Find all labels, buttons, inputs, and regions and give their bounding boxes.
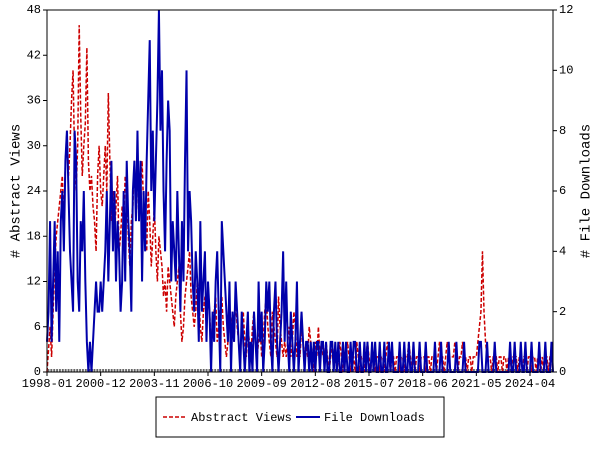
- x-tick-label: 2009-09: [236, 377, 286, 391]
- y-tick-label: 42: [27, 48, 41, 62]
- legend-label: Abstract Views: [191, 411, 292, 425]
- y-tick-label: 6: [34, 320, 41, 334]
- y-tick-label: 0: [34, 365, 41, 379]
- y-tick-label: 30: [27, 139, 41, 153]
- y-tick-label: 48: [27, 3, 41, 17]
- y-tick-label: 18: [27, 229, 41, 243]
- plot-frame: [46, 9, 554, 373]
- x-tick-label: 2003-11: [129, 377, 179, 391]
- y2-tick-label: 6: [559, 184, 566, 198]
- x-tick-label: 2012-08: [290, 377, 340, 391]
- x-tick-label: 2024-04: [505, 377, 555, 391]
- x-tick-label: 2006-10: [183, 377, 233, 391]
- y2-tick-label: 12: [559, 3, 573, 17]
- y2-tick-label: 8: [559, 124, 566, 138]
- y2-tick-label: 4: [559, 245, 566, 259]
- y2-tick-label: 0: [559, 365, 566, 379]
- y2-axis-title: # File Downloads: [579, 124, 595, 258]
- legend-label: File Downloads: [324, 411, 425, 425]
- x-tick-label: 2021-05: [451, 377, 501, 391]
- x-tick-label: 2015-07: [344, 377, 394, 391]
- x-tick-label: 2000-12: [75, 377, 125, 391]
- y2-tick-label: 10: [559, 64, 573, 78]
- y-tick-label: 36: [27, 94, 41, 108]
- y2-tick-label: 2: [559, 305, 566, 319]
- x-tick-label: 2018-06: [397, 377, 447, 391]
- y-axis-title: # Abstract Views: [9, 124, 25, 258]
- x-tick-label: 1998-01: [22, 377, 72, 391]
- y-tick-label: 24: [27, 184, 41, 198]
- y-tick-label: 12: [27, 275, 41, 289]
